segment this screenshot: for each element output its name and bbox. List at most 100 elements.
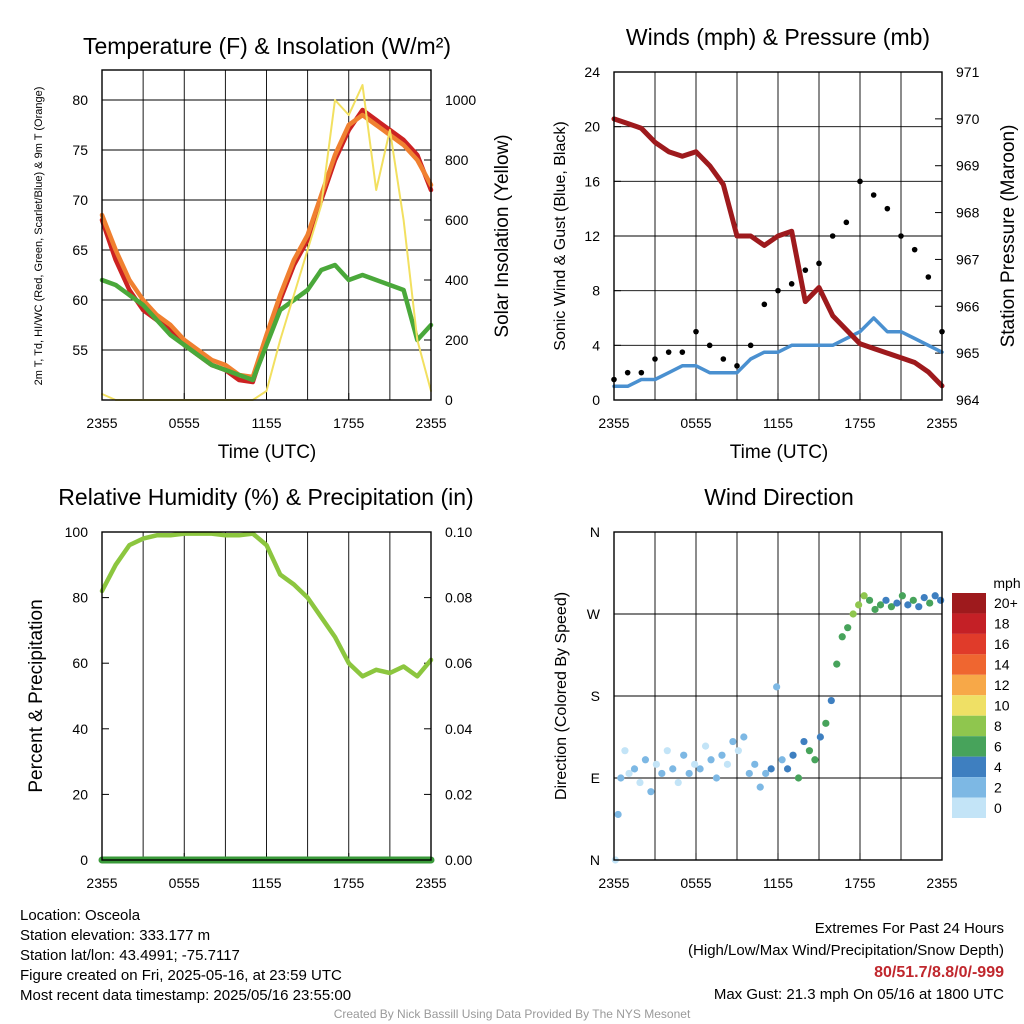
direction-point <box>882 596 890 604</box>
direction-xtick-label: 1755 <box>844 875 875 891</box>
direction-point <box>674 778 682 787</box>
station-info: Location: Osceola Station elevation: 333… <box>20 906 351 1006</box>
direction-xtick-label: 0555 <box>680 875 711 891</box>
winds-gust-point <box>816 260 822 267</box>
location-text: Location: Osceola <box>20 907 141 924</box>
humidity-ytick-right-label: 0.04 <box>445 721 472 737</box>
direction-point <box>636 778 644 787</box>
direction-point <box>783 765 792 773</box>
winds-ytick-right-label: 968 <box>956 205 980 221</box>
direction-point <box>641 756 650 764</box>
direction-point <box>855 601 863 609</box>
colorbar-label: 4 <box>994 759 1002 775</box>
winds-gust-point <box>638 369 645 376</box>
winds-ytick-right-label: 969 <box>956 158 980 174</box>
temp-xtick-label: 2355 <box>415 415 446 431</box>
temp-ylabel-right: Solar Insolation (Yellow) <box>492 134 513 337</box>
direction-point <box>833 660 841 668</box>
direction-ytick-label: E <box>591 770 600 786</box>
direction-point <box>800 737 808 746</box>
max-gust-text: Max Gust: 21.3 mph On 05/16 at 1800 UTC <box>713 986 1004 1003</box>
colorbar-swatch <box>952 593 986 614</box>
winds-ytick-label: 20 <box>584 119 600 135</box>
direction-point <box>734 747 742 755</box>
direction-point <box>871 605 879 614</box>
direction-point <box>691 760 699 768</box>
winds-ytick-right-label: 967 <box>956 251 980 267</box>
colorbar-swatch <box>952 654 986 675</box>
temp-ytick-label: 75 <box>72 142 88 158</box>
colorbar-title: mph <box>993 575 1020 591</box>
winds-gust-point <box>870 192 877 198</box>
direction-xtick-label: 1155 <box>763 875 793 891</box>
extremes-title: Extremes For Past 24 Hours <box>814 920 1004 937</box>
temp-xtick-label: 2355 <box>86 415 117 431</box>
direction-point <box>915 603 923 611</box>
temp-ylabel-left: 2m T, Td, HI/WC (Red, Green, Scarlet/Blu… <box>33 87 45 386</box>
colorbar-label: 16 <box>994 636 1010 652</box>
direction-xtick-label: 2355 <box>926 875 957 891</box>
humidity-ytick-right-label: 0.00 <box>445 852 472 868</box>
winds-gust-point <box>802 267 809 273</box>
direction-point <box>773 683 781 691</box>
direction-point <box>822 719 830 727</box>
temp-ytick-right-label: 200 <box>445 332 469 348</box>
direction-ytick-label: W <box>587 606 601 622</box>
direction-point <box>805 747 814 755</box>
direction-point <box>937 596 945 604</box>
direction-point <box>617 774 625 782</box>
direction-ylabel: Direction (Colored By Speed) <box>553 592 570 800</box>
humidity-ytick-label: 100 <box>65 524 89 540</box>
direction-point <box>811 756 819 764</box>
winds-gust-point <box>706 342 713 349</box>
winds-gust-point <box>788 281 795 287</box>
winds-ytick-label: 8 <box>592 283 600 299</box>
winds-gust-point <box>624 369 631 376</box>
colorbar-swatch <box>952 674 986 696</box>
humidity-ytick-label: 20 <box>72 786 88 802</box>
winds-frame <box>613 71 943 401</box>
colorbar-swatch <box>952 736 986 757</box>
direction-point <box>712 774 721 782</box>
winds-ytick-label: 4 <box>592 337 600 353</box>
colorbar-swatch <box>952 715 986 737</box>
direction-frame <box>613 531 943 861</box>
direction-point <box>621 747 629 755</box>
winds-gust-point <box>734 363 740 369</box>
colorbar-swatch <box>952 756 986 778</box>
winds-ytick-label: 16 <box>584 173 600 189</box>
winds-gust-point <box>884 205 891 212</box>
humidity-ytick-right-label: 0.10 <box>445 524 472 540</box>
winds-gust-point <box>652 356 658 362</box>
direction-point <box>663 747 671 755</box>
winds-panel: 2355 0555 1155 1755 2355 0 4 8 12 16 20 24 964 965 966… <box>584 64 979 431</box>
direction-point <box>767 765 775 773</box>
humidity-ytick-right-label: 0.08 <box>445 590 472 606</box>
direction-point <box>860 592 868 600</box>
winds-ylabel-left: Sonic Wind & Gust (Blue, Black) <box>552 121 569 350</box>
humidity-ytick-label: 0 <box>80 852 88 868</box>
temp-panel: 2355 0555 1155 1755 235555606570758002004006… <box>72 69 476 431</box>
credit-text: Created By Nick Bassill Using Data Provi… <box>333 1007 691 1021</box>
temp-ytick-right-label: 1000 <box>445 92 476 108</box>
direction-point <box>931 592 939 600</box>
direction-point <box>887 603 896 611</box>
direction-xtick-label: 2355 <box>598 875 629 891</box>
temp-xtick-label: 0555 <box>169 415 200 431</box>
winds-gust-point <box>720 356 727 362</box>
winds-ytick-right-label: 971 <box>956 64 980 80</box>
direction-point <box>849 610 857 618</box>
colorbar-label: 20+ <box>994 595 1018 611</box>
colorbar-label: 6 <box>994 738 1002 754</box>
humidity-ytick-right-label: 0.06 <box>445 655 472 671</box>
direction-point <box>920 594 928 602</box>
humidity-title: Relative Humidity (%) & Precipitation (i… <box>58 484 473 510</box>
temp-title: Temperature (F) & Insolation (W/m²) <box>83 33 451 59</box>
winds-title: Winds (mph) & Pressure (mb) <box>626 24 930 50</box>
temp-frame <box>101 69 432 401</box>
direction-point <box>794 774 803 782</box>
temp-ytick-label: 60 <box>72 292 88 308</box>
humidity-frame <box>101 531 432 861</box>
direction-point <box>707 756 715 764</box>
extremes-block: Extremes For Past 24 Hours (High/Low/Max… <box>688 918 1004 1006</box>
